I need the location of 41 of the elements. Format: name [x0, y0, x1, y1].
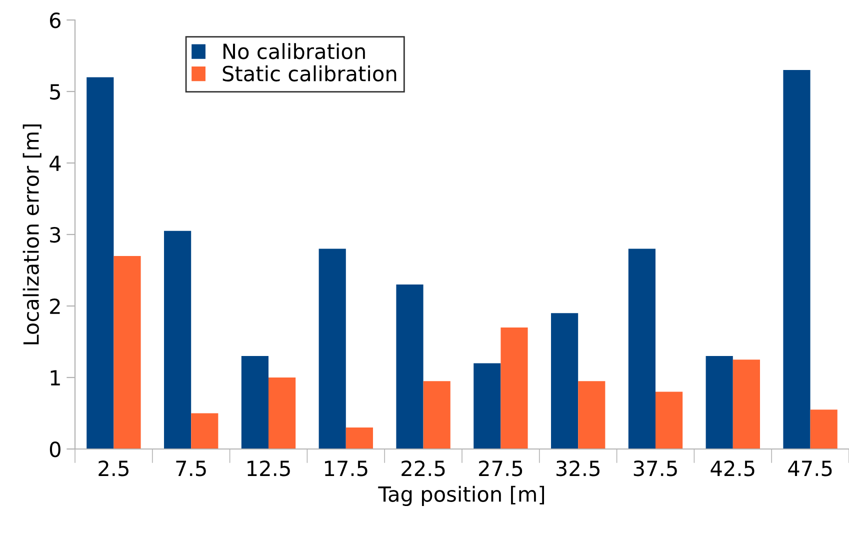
legend-label: Static calibration — [222, 65, 396, 82]
bar — [656, 392, 683, 449]
y-tick-label: 5 — [50, 84, 60, 100]
x-tick-label: 42.5 — [710, 460, 754, 476]
bar — [628, 248, 656, 449]
x-tick-label: 32.5 — [556, 460, 600, 476]
y-tick-label: 6 — [50, 12, 60, 28]
bar — [396, 284, 424, 449]
bar — [164, 230, 192, 449]
x-axis-title: Tag position [m] — [378, 486, 544, 506]
x-tick-label: 47.5 — [788, 460, 832, 476]
bar — [191, 413, 218, 449]
bar — [578, 381, 606, 449]
y-tick-label: 3 — [50, 226, 60, 243]
bar — [241, 356, 268, 449]
bar — [86, 77, 114, 449]
bar — [706, 356, 733, 449]
bar — [474, 363, 501, 449]
y-axis-title: Localization error [m] — [22, 124, 42, 344]
legend-label: No calibration — [224, 43, 365, 60]
bar — [318, 248, 346, 449]
bar — [423, 381, 450, 449]
y-tick-label: 0 — [50, 441, 60, 458]
bar — [783, 70, 810, 449]
y-tick-label: 2 — [50, 298, 60, 314]
bar — [500, 327, 528, 449]
y-tick-label: 4 — [50, 156, 61, 171]
x-tick-label: 22.5 — [402, 460, 445, 476]
x-tick-label: 2.5 — [98, 460, 128, 476]
y-tick-label: 1 — [50, 370, 60, 386]
x-tick-label: 17.5 — [324, 460, 368, 476]
bar — [810, 410, 838, 449]
bar — [268, 378, 296, 449]
bar — [346, 428, 373, 449]
x-tick-label: 7.5 — [176, 460, 206, 476]
bar — [114, 256, 141, 449]
x-tick-label: 12.5 — [248, 460, 290, 476]
bar — [551, 313, 578, 449]
bar — [732, 360, 760, 449]
x-tick-label: 37.5 — [634, 460, 677, 476]
x-tick-label: 27.5 — [479, 460, 522, 476]
